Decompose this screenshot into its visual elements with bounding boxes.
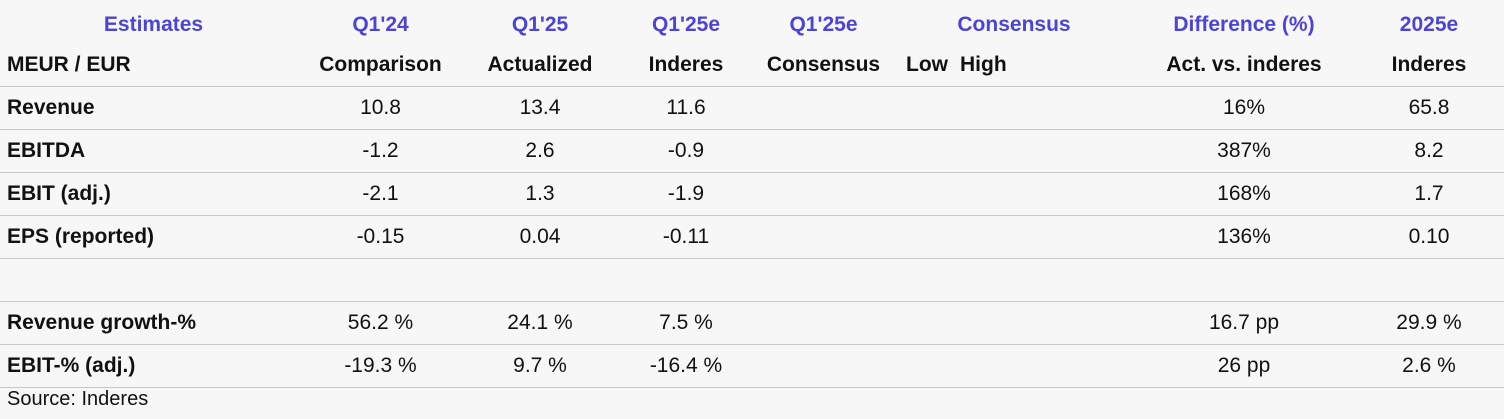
header-q125: Q1'25 [511, 13, 569, 36]
cell-difference: 16.7 pp [1134, 301, 1354, 345]
cell-2025e: 1.7 [1354, 172, 1504, 216]
row-label: EBITDA [0, 129, 300, 173]
cell-difference: 168% [1134, 172, 1354, 216]
cell-high [954, 129, 1024, 173]
unit-label: MEUR / EUR [7, 53, 131, 76]
cell-2025e: 0.10 [1354, 215, 1504, 259]
cell-q125: 9.7 % [461, 344, 619, 388]
cell-difference: 387% [1134, 129, 1354, 173]
header-q125e-inderes: Q1'25e [651, 13, 721, 36]
table-title: Estimates [103, 13, 204, 36]
cell-q124: -1.2 [300, 129, 461, 173]
cell-q125e: -0.11 [619, 215, 753, 259]
row-label: Revenue [0, 86, 300, 130]
cell-q125e: -0.9 [619, 129, 753, 173]
header-difference: Difference (%) [1173, 13, 1315, 36]
cell-high [954, 301, 1024, 345]
subheader-2025e-inderes: Inderes [1391, 53, 1467, 76]
row-label: EPS (reported) [0, 215, 300, 259]
cell-2025e: 29.9 % [1354, 301, 1504, 345]
cell-consensus [753, 129, 894, 173]
spacer-row [0, 258, 1504, 302]
header-q125e-consensus: Q1'25e [789, 13, 858, 36]
subheader-consensus: Consensus [766, 53, 881, 76]
subheader-comparison: Comparison [319, 53, 442, 76]
cell-low [894, 86, 954, 130]
estimates-table: Estimates Q1'24 Q1'25 Q1'25e Q1'25e Cons… [0, 6, 1504, 388]
cell-consensus [753, 172, 894, 216]
cell-q125: 1.3 [461, 172, 619, 216]
cell-consensus [753, 301, 894, 345]
row-label: EBIT-% (adj.) [0, 344, 300, 388]
cell-low [894, 301, 954, 345]
cell-high [954, 86, 1024, 130]
cell-low [894, 215, 954, 259]
header-row-sources: MEUR / EUR Comparison Actualized Inderes… [0, 44, 1504, 87]
row-label: Revenue growth-% [0, 301, 300, 345]
row-label: EBIT (adj.) [0, 172, 300, 216]
cell-q125e: 11.6 [619, 86, 753, 130]
header-consensus-range: Consensus [957, 13, 1071, 36]
cell-difference: 136% [1134, 215, 1354, 259]
cell-q125: 24.1 % [461, 301, 619, 345]
cell-difference: 16% [1134, 86, 1354, 130]
cell-q125: 2.6 [461, 129, 619, 173]
cell-q124: -2.1 [300, 172, 461, 216]
cell-q124: -19.3 % [300, 344, 461, 388]
header-2025e: 2025e [1399, 13, 1459, 36]
cell-q124: 10.8 [300, 86, 461, 130]
table-row: Revenue 10.8 13.4 11.6 16% 65.8 [0, 86, 1504, 130]
table-row: EBIT (adj.) -2.1 1.3 -1.9 168% 1.7 [0, 172, 1504, 216]
cell-2025e: 2.6 % [1354, 344, 1504, 388]
table-row: Revenue growth-% 56.2 % 24.1 % 7.5 % 16.… [0, 301, 1504, 345]
cell-q125e: -16.4 % [619, 344, 753, 388]
cell-consensus [753, 86, 894, 130]
subheader-act-vs-inderes: Act. vs. inderes [1166, 53, 1322, 76]
cell-q125: 13.4 [461, 86, 619, 130]
cell-q125e: 7.5 % [619, 301, 753, 345]
cell-consensus [753, 215, 894, 259]
cell-low [894, 172, 954, 216]
cell-high [954, 344, 1024, 388]
subheader-inderes: Inderes [648, 53, 724, 76]
table-row: EBITDA -1.2 2.6 -0.9 387% 8.2 [0, 129, 1504, 173]
cell-q124: -0.15 [300, 215, 461, 259]
cell-low [894, 129, 954, 173]
cell-2025e: 8.2 [1354, 129, 1504, 173]
table-row: EPS (reported) -0.15 0.04 -0.11 136% 0.1… [0, 215, 1504, 259]
table-row: EBIT-% (adj.) -19.3 % 9.7 % -16.4 % 26 p… [0, 344, 1504, 388]
header-q124: Q1'24 [352, 13, 409, 36]
cell-q124: 56.2 % [300, 301, 461, 345]
cell-q125e: -1.9 [619, 172, 753, 216]
cell-low [894, 344, 954, 388]
cell-consensus [753, 344, 894, 388]
cell-high [954, 215, 1024, 259]
header-row-periods: Estimates Q1'24 Q1'25 Q1'25e Q1'25e Cons… [0, 6, 1504, 44]
subheader-low: Low [906, 53, 948, 76]
cell-q125: 0.04 [461, 215, 619, 259]
source-note: Source: Inderes [7, 388, 149, 410]
cell-difference: 26 pp [1134, 344, 1354, 388]
subheader-actualized: Actualized [487, 53, 593, 76]
cell-high [954, 172, 1024, 216]
cell-2025e: 65.8 [1354, 86, 1504, 130]
subheader-high: High [960, 53, 1007, 76]
